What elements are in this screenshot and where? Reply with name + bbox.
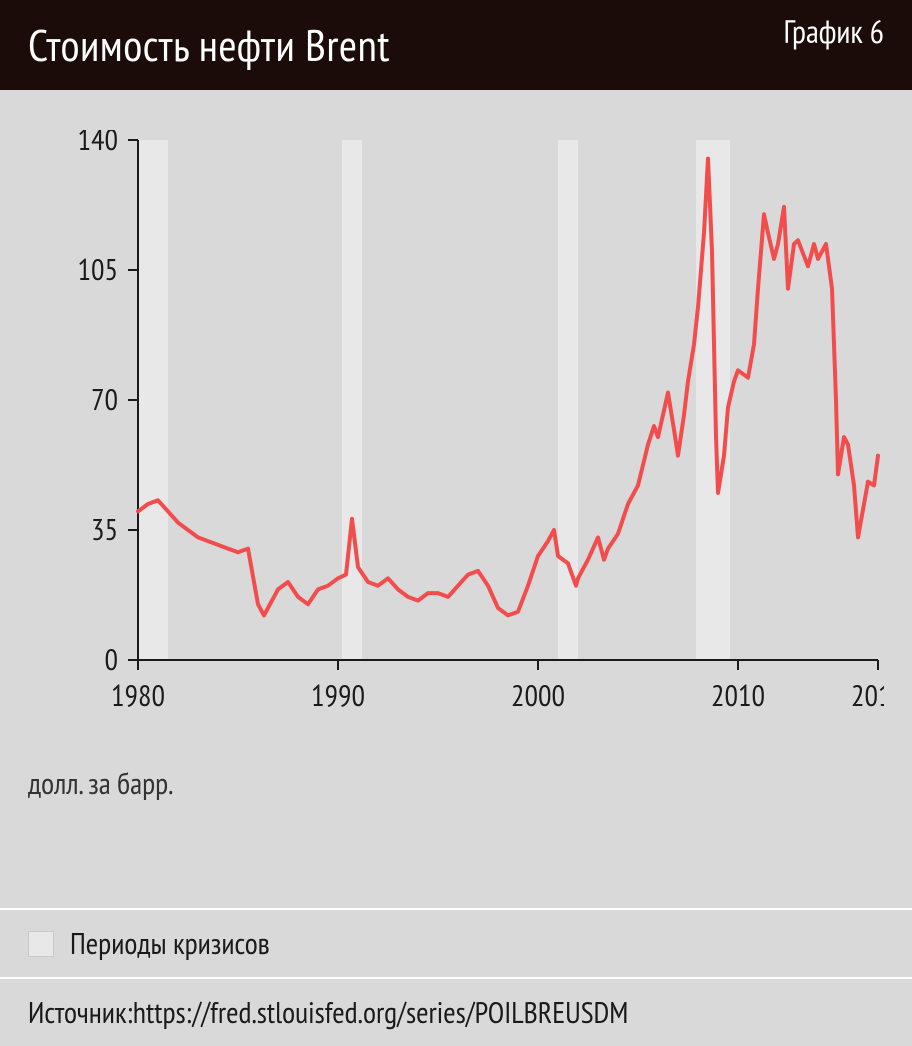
svg-text:70: 70 bbox=[91, 380, 118, 419]
y-axis-unit: долл. за барр. bbox=[28, 764, 912, 803]
svg-text:2010: 2010 bbox=[711, 676, 765, 715]
svg-text:2000: 2000 bbox=[511, 676, 565, 715]
chart-header: Стоимость нефти Brent График 6 bbox=[0, 0, 912, 90]
svg-text:0: 0 bbox=[105, 640, 119, 679]
svg-text:1990: 1990 bbox=[311, 676, 365, 715]
svg-text:105: 105 bbox=[78, 250, 119, 289]
svg-text:35: 35 bbox=[91, 510, 118, 549]
svg-text:140: 140 bbox=[78, 130, 119, 159]
legend-label: Периоды кризисов bbox=[70, 924, 270, 963]
chart-area: 0 35 70 105 140 1980 1990 2000 2010 2017 bbox=[0, 90, 912, 740]
source-prefix: Источник: bbox=[28, 993, 133, 1032]
line-chart: 0 35 70 105 140 1980 1990 2000 2010 2017 bbox=[28, 130, 884, 740]
svg-text:2017: 2017 bbox=[851, 676, 884, 715]
chart-footer: Периоды кризисов Источник: https://fred.… bbox=[0, 908, 912, 1046]
crisis-swatch bbox=[28, 931, 54, 957]
chart-title: Стоимость нефти Brent bbox=[28, 17, 390, 74]
chart-number: График 6 bbox=[784, 10, 884, 52]
legend-row: Периоды кризисов bbox=[0, 908, 912, 977]
svg-text:1980: 1980 bbox=[111, 676, 165, 715]
source-row: Источник: https://fred.stlouisfed.org/se… bbox=[0, 977, 912, 1046]
source-text: https://fred.stlouisfed.org/series/POILB… bbox=[133, 993, 629, 1032]
